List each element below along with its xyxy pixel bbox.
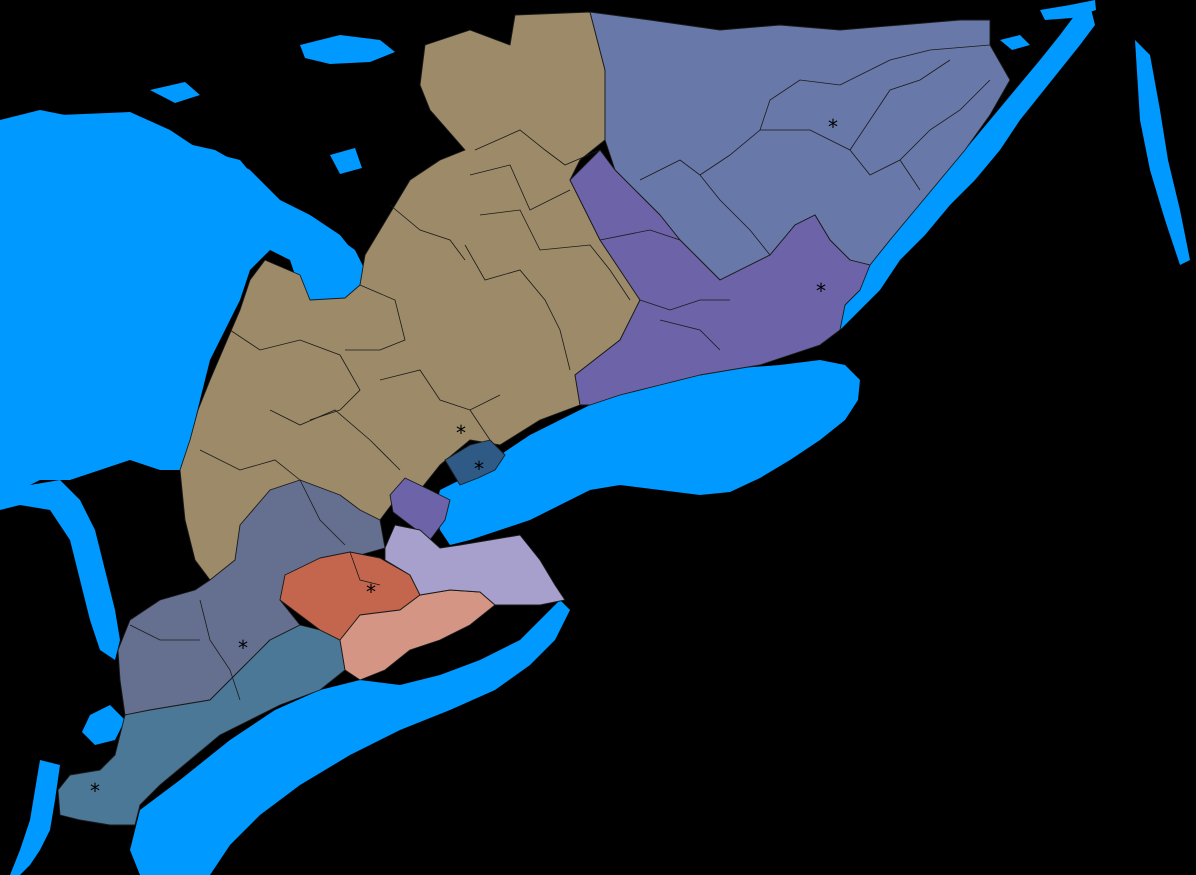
ottawa-river	[1040, 0, 1096, 20]
northern-lakes-1	[150, 82, 200, 103]
region-peel[interactable]	[389, 477, 451, 541]
region-halton-niagara-east[interactable]	[384, 524, 566, 606]
region-southwest-south[interactable]	[57, 624, 346, 826]
marker-asterisk: *	[474, 457, 484, 481]
county-borders	[129, 44, 991, 701]
lake-erie	[130, 600, 570, 875]
region-eastern-ontario-south[interactable]	[569, 149, 871, 406]
upper-water-left	[0, 110, 130, 165]
marker-asterisk: *	[816, 279, 826, 303]
marker-asterisk: *	[456, 421, 466, 445]
marker-asterisk: *	[238, 636, 248, 660]
northern-lakes-4	[1000, 35, 1030, 50]
lake-nipissing	[300, 35, 395, 64]
capital-markers: * * * * * * *	[90, 115, 838, 803]
region-southwest-north[interactable]	[117, 479, 386, 716]
lake-ontario	[435, 360, 860, 545]
northern-lakes-2	[330, 148, 362, 174]
lake-huron-south	[0, 480, 120, 660]
region-toronto[interactable]	[444, 439, 506, 486]
northern-lakes-3	[1135, 40, 1190, 265]
georgian-bay	[170, 140, 370, 300]
detroit-river	[10, 760, 60, 875]
region-niagara-haldimand[interactable]	[339, 589, 496, 681]
regions-layer	[57, 11, 1011, 826]
marker-asterisk: *	[828, 115, 838, 139]
marker-asterisk: *	[366, 580, 376, 604]
st-lawrence-river	[840, 5, 1095, 330]
lake-st-clair	[82, 705, 125, 745]
marker-asterisk: *	[90, 779, 100, 803]
